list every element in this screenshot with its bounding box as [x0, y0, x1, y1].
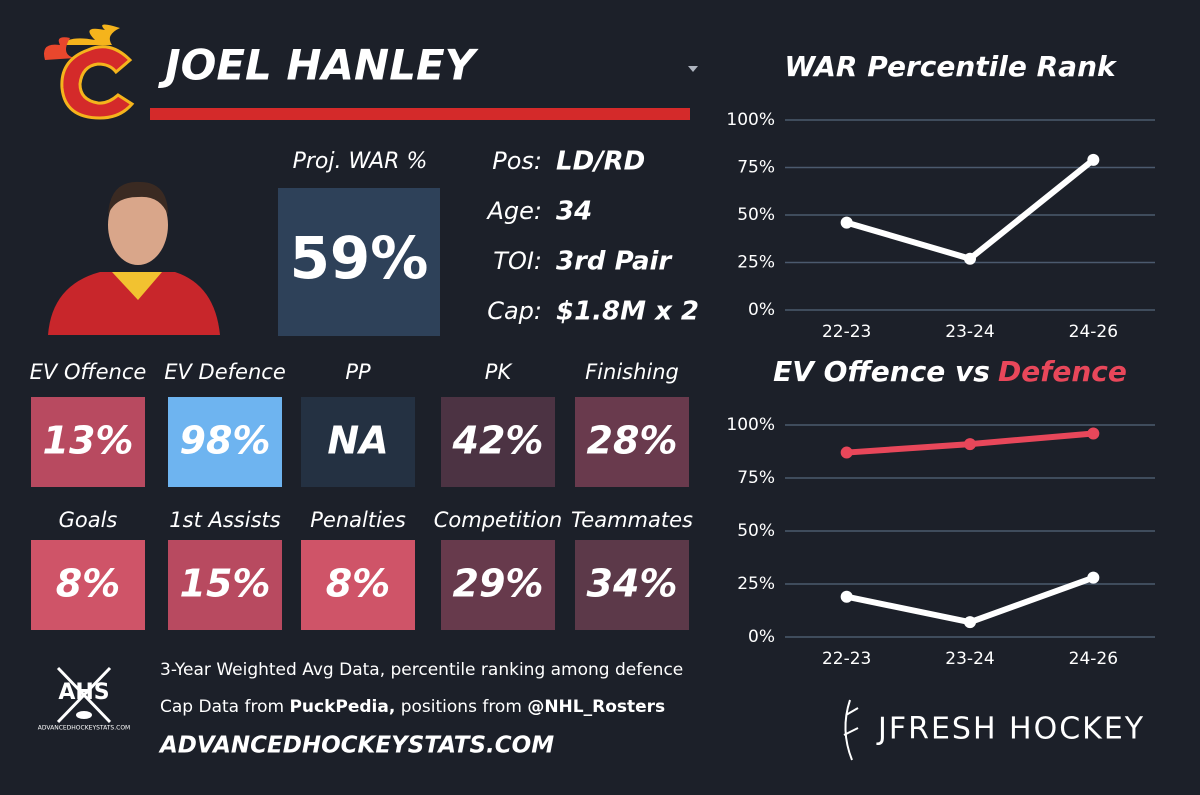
point	[964, 438, 976, 451]
proj-war-value: 59%	[290, 224, 429, 292]
tile	[31, 397, 145, 487]
point	[840, 590, 853, 603]
footer-text: positions from	[401, 697, 522, 717]
x-tick-label: 22-23	[822, 649, 871, 669]
proj-war-label: Proj. WAR %	[293, 149, 428, 174]
chart-title: WAR Percentile Rank	[784, 50, 1118, 83]
y-tick-label: 75%	[737, 468, 775, 488]
chart-title-part: EV Offence vs	[773, 355, 990, 388]
tile	[168, 540, 282, 630]
footer-link[interactable]: @NHL_Rosters	[527, 697, 665, 717]
info-label: Pos:	[492, 147, 542, 175]
player-photo	[48, 181, 220, 335]
name-underline	[150, 108, 690, 120]
tile	[575, 540, 689, 630]
y-tick-label: 50%	[737, 521, 775, 541]
point	[1087, 427, 1100, 440]
info-list: Pos: LD/RD Age: 34 TOI: 3rd Pair Cap: $1.8M x 2	[485, 147, 699, 327]
charts: WAR Percentile Rank 0% 25% 50% 75% 100% 22-23 2…	[726, 50, 1155, 669]
tile	[441, 540, 555, 630]
point	[964, 252, 976, 265]
tile-label: Finishing	[585, 360, 679, 384]
ahs-logo-sub: ADVANCEDHOCKEYSTATS.COM	[38, 725, 130, 732]
tile-value: 98%	[180, 419, 271, 463]
tile-value: 34%	[587, 562, 678, 606]
team-logo	[44, 24, 135, 120]
tile-label: Teammates	[571, 508, 693, 532]
tile	[31, 540, 145, 630]
dropdown[interactable]	[688, 66, 698, 72]
x-tick-label: 23-24	[945, 322, 994, 342]
tile	[441, 397, 555, 487]
chart-title-part: WAR Percentile Rank	[784, 50, 1118, 83]
ahs-logo-text: AHS	[58, 680, 109, 705]
info-label: TOI:	[493, 247, 542, 275]
tile	[301, 397, 415, 487]
tile	[301, 540, 415, 630]
y-tick-label: 50%	[737, 205, 775, 225]
tile-label: Goals	[59, 508, 118, 532]
tile-value: NA	[327, 419, 388, 463]
tile-label: EV Defence	[164, 360, 286, 384]
info-value: 3rd Pair	[556, 247, 673, 277]
stat-tiles: EV Offence 13% EV Defence 98% PP NA PK 42% Finis…	[30, 360, 693, 630]
tile-label: PK	[485, 360, 514, 384]
tile-value: 8%	[56, 562, 121, 606]
chart-title: EV Offence vs Defence	[773, 355, 1127, 388]
y-tick-label: 0%	[748, 627, 775, 647]
tile-value: 28%	[587, 419, 678, 463]
tile-value: 42%	[452, 419, 544, 463]
info-value: 34	[556, 197, 592, 227]
tile	[168, 397, 282, 487]
point	[1087, 571, 1100, 584]
info-label: Cap:	[487, 297, 542, 325]
x-tick-label: 24-26	[1069, 322, 1118, 342]
x-tick-label: 23-24	[945, 649, 994, 669]
proj-war-tile	[278, 188, 440, 336]
player-name: JOEL HANLEY	[158, 41, 479, 90]
point	[1087, 153, 1100, 166]
tile-value: 13%	[43, 419, 134, 463]
tile-value: 8%	[326, 562, 391, 606]
tile-value: 29%	[453, 562, 544, 606]
footer-link[interactable]: PuckPedia,	[289, 697, 395, 717]
point	[840, 216, 853, 229]
chart-title-part: Defence	[998, 355, 1127, 388]
tile-label: 1st Assists	[169, 508, 280, 532]
tile-label: PP	[345, 360, 371, 384]
x-tick-label: 22-23	[822, 322, 871, 342]
info-label: Age:	[485, 197, 542, 225]
jfresh-logo	[843, 699, 859, 761]
footer-line2: Cap Data from PuckPedia, positions from …	[160, 697, 665, 717]
ahs-logo: AHS ADVANCEDHOCKEYSTATS.COM	[38, 666, 130, 732]
x-tick-label: 24-26	[1069, 649, 1118, 669]
info-value: $1.8M x 2	[556, 297, 699, 327]
y-tick-label: 25%	[737, 253, 775, 273]
info-value: LD/RD	[556, 147, 645, 177]
tile-label: Penalties	[310, 508, 406, 532]
footer-text: Cap Data from	[160, 697, 284, 717]
tile-label: Competition	[434, 508, 563, 532]
footer-line1: 3-Year Weighted Avg Data, percentile ran…	[160, 660, 683, 680]
y-tick-label: 100%	[726, 415, 775, 435]
y-tick-label: 100%	[726, 110, 775, 130]
y-tick-label: 0%	[748, 300, 775, 320]
point	[840, 446, 853, 459]
tile-value: 15%	[180, 562, 271, 606]
y-tick-label: 75%	[737, 158, 775, 178]
point	[964, 616, 976, 629]
y-tick-label: 25%	[737, 574, 775, 594]
brand: JFRESH HOCKEY	[876, 712, 1145, 747]
website[interactable]: ADVANCEDHOCKEYSTATS.COM	[158, 733, 554, 759]
tile-label: EV Offence	[30, 360, 147, 384]
tile	[575, 397, 689, 487]
